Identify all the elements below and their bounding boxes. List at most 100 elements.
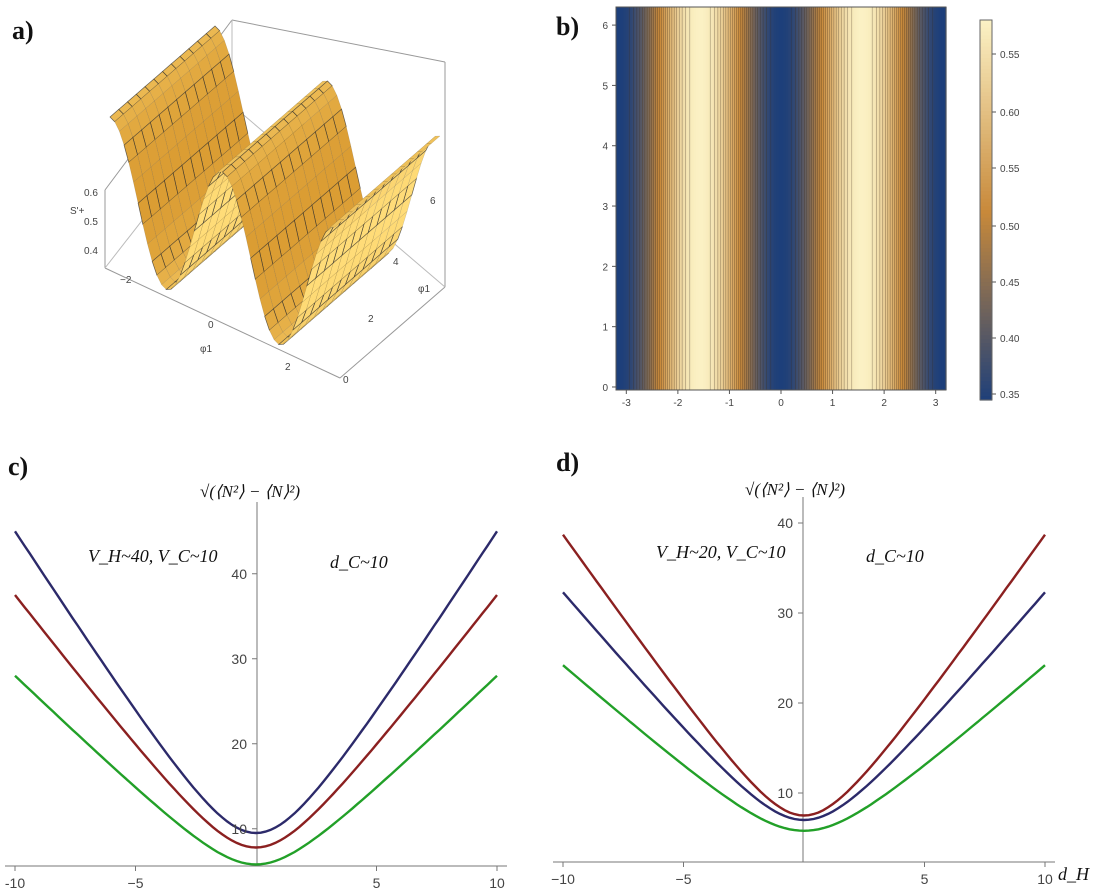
colorbar-cell bbox=[980, 270, 992, 276]
x-axis-label: d_H bbox=[1058, 864, 1090, 884]
contour-lines bbox=[628, 7, 934, 390]
heatmap-cell bbox=[811, 7, 815, 390]
y-tick-label: 20 bbox=[777, 695, 793, 711]
heatmap-cell bbox=[938, 7, 942, 390]
x-tick-label: 5 bbox=[373, 875, 381, 891]
colorbar-cell bbox=[980, 324, 992, 329]
colorbar-cell bbox=[980, 240, 992, 245]
colorbar-cell bbox=[980, 191, 992, 196]
heatmap-cell bbox=[816, 7, 820, 390]
heatmap-cell bbox=[889, 7, 893, 390]
heatmap-cell bbox=[806, 7, 810, 390]
heatmap-cell bbox=[663, 7, 667, 390]
heatmap-cell bbox=[917, 7, 921, 390]
colorbar-cell bbox=[980, 358, 992, 363]
heatmap-cell bbox=[637, 7, 641, 390]
heatmap-cell bbox=[778, 7, 782, 390]
heatmap-cell bbox=[677, 7, 681, 390]
colorbar-cell bbox=[980, 115, 992, 120]
heatmap-cell bbox=[667, 7, 671, 390]
colorbar-cell bbox=[980, 92, 992, 97]
heatmap-cell bbox=[689, 7, 693, 390]
colorbar-cell bbox=[980, 217, 992, 222]
heatmap-cell bbox=[795, 7, 799, 390]
heatmap-cell bbox=[731, 7, 735, 390]
heatmap-cell bbox=[837, 7, 841, 390]
x-tick-label: 5 bbox=[921, 871, 929, 887]
colorbar-cell bbox=[980, 111, 992, 116]
colorbar-cell bbox=[980, 229, 992, 234]
colorbar-cell bbox=[980, 202, 992, 207]
heatmap-cell bbox=[625, 7, 629, 390]
colorbar-cell bbox=[980, 286, 992, 291]
colorbar-cell bbox=[980, 35, 992, 40]
heatmap-cell bbox=[863, 7, 867, 390]
heatmap-cell bbox=[844, 7, 848, 390]
colorbar-cell bbox=[980, 61, 992, 67]
heatmap-cell bbox=[703, 7, 707, 390]
heatmap-cell bbox=[752, 7, 756, 390]
x-tick-label: 3 bbox=[933, 398, 939, 409]
colorbar-cell bbox=[980, 65, 992, 70]
colorbar-cell bbox=[980, 331, 992, 336]
colorbar-cell bbox=[980, 42, 992, 48]
colorbar-cell bbox=[980, 384, 992, 390]
y-tick-label: 2 bbox=[368, 314, 374, 325]
colorbar-cell bbox=[980, 392, 992, 397]
heatmap-cell bbox=[880, 7, 883, 390]
y-tick-label: 3 bbox=[602, 202, 608, 213]
heatmap-cell bbox=[891, 7, 895, 390]
heatmap-cell bbox=[658, 7, 662, 390]
colorbar-cell bbox=[980, 343, 992, 348]
heatmap-cell bbox=[915, 7, 919, 390]
heatmap-cell bbox=[634, 7, 638, 390]
annotation-potentials: V_H~20, V_C~10 bbox=[656, 542, 785, 562]
colorbar-cell bbox=[980, 225, 992, 230]
colorbar-frame bbox=[979, 19, 993, 401]
heatmap-cell bbox=[641, 7, 645, 390]
heatmap-cell bbox=[832, 7, 836, 390]
colorbar-cell bbox=[980, 141, 992, 146]
heatmap-cell bbox=[868, 7, 872, 390]
heatmap-cell bbox=[896, 7, 900, 390]
colorbar-cell bbox=[980, 69, 992, 74]
heatmap-cell bbox=[847, 7, 850, 390]
x-tick-label: -3 bbox=[622, 398, 631, 409]
colorbar-cell bbox=[980, 164, 992, 169]
colorbar-cell bbox=[980, 274, 992, 279]
y-tick-label: 40 bbox=[231, 566, 247, 582]
heatmap-cell bbox=[799, 7, 803, 390]
y-tick-label: 2 bbox=[602, 262, 608, 273]
colorbar-cell bbox=[980, 80, 992, 86]
heatmap-cell bbox=[620, 7, 624, 390]
heatmap-cell bbox=[851, 7, 855, 390]
x-tick-label: −5 bbox=[676, 871, 692, 887]
heatmap-cell bbox=[887, 7, 891, 390]
y-tick-label: 30 bbox=[231, 651, 247, 667]
y-tick-label: 5 bbox=[602, 81, 608, 92]
x-tick-label: 10 bbox=[489, 875, 505, 891]
x-tick-label: −5 bbox=[128, 875, 144, 891]
y-axis-label: √(⟨N²⟩ − ⟨N⟩²) bbox=[200, 482, 300, 501]
x-tick-label: -1 bbox=[725, 398, 734, 409]
colorbar-cell bbox=[980, 381, 992, 386]
heatmap-cell bbox=[698, 7, 702, 390]
heatmap-cell bbox=[745, 7, 749, 390]
colorbar-cell bbox=[980, 187, 992, 192]
heatmap-cell bbox=[842, 7, 846, 390]
heatmap-cell bbox=[894, 7, 898, 390]
colorbar-cell bbox=[980, 221, 992, 226]
colorbar-cell bbox=[980, 20, 992, 25]
heatmap-cell bbox=[835, 7, 839, 390]
colorbar-cell bbox=[980, 145, 992, 150]
heatmap-cell bbox=[802, 7, 806, 390]
colorbar-cell bbox=[980, 236, 992, 241]
colorbar-cell bbox=[980, 88, 992, 93]
colorbar-cell bbox=[980, 232, 992, 238]
box-edge bbox=[104, 267, 341, 379]
y-tick-label: 40 bbox=[777, 515, 793, 531]
y-axis-label: φ1 bbox=[418, 284, 430, 295]
heatmap-cell bbox=[679, 7, 683, 390]
x-tick-label: 0 bbox=[208, 320, 214, 331]
colorbar-cell bbox=[980, 39, 992, 44]
